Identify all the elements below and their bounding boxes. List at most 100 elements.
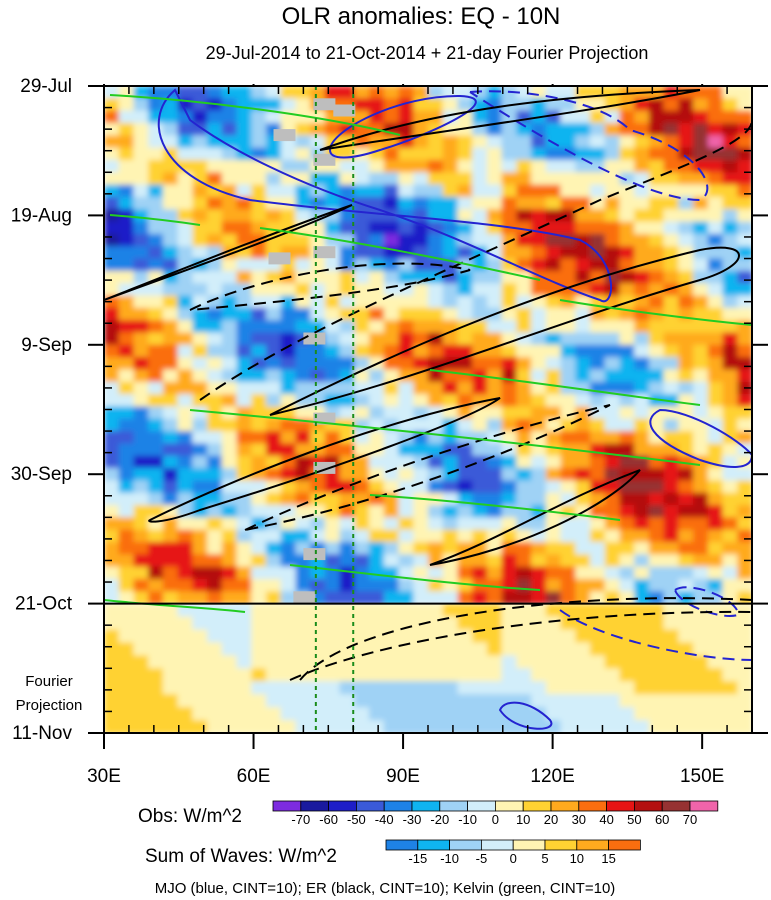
obs-cell <box>737 344 752 359</box>
obs-cell <box>722 418 739 432</box>
obs-cell <box>634 480 650 494</box>
projection-cell <box>560 642 577 657</box>
obs-cell <box>354 443 371 457</box>
obs-cell <box>236 159 253 174</box>
obs-cell <box>560 566 577 580</box>
obs-cell <box>133 196 150 211</box>
obs-cell <box>295 517 312 531</box>
obs-cell <box>148 172 164 186</box>
obs-cell <box>266 566 282 580</box>
obs-cell <box>324 357 341 371</box>
obs-cell <box>398 320 415 334</box>
obs-cell <box>339 480 356 494</box>
obs-cell <box>251 357 267 371</box>
obs-cell <box>192 455 209 469</box>
projection-cell <box>339 720 356 733</box>
projection-cell <box>383 694 400 709</box>
obs-cell <box>648 579 665 593</box>
obs-cell <box>413 381 429 396</box>
obs-cell <box>162 529 179 543</box>
obs-cell <box>516 554 533 568</box>
obs-cell <box>501 147 518 161</box>
obs-cell <box>501 529 518 543</box>
obs-cell <box>383 172 400 186</box>
obs-cell <box>339 159 356 174</box>
obs-cell <box>133 295 150 309</box>
obs-cell <box>575 332 591 346</box>
obs-cell <box>693 542 709 556</box>
obs-cell <box>207 566 223 580</box>
projection-cell <box>236 720 253 733</box>
colorbar-level-label: -15 <box>408 851 427 866</box>
obs-cell <box>442 529 459 543</box>
projection-cell <box>398 720 415 733</box>
obs-cell <box>737 98 752 112</box>
obs-cell <box>531 135 547 149</box>
obs-cell <box>693 369 709 383</box>
obs-cell <box>221 320 238 334</box>
obs-cell <box>251 492 267 506</box>
obs-cell <box>295 320 312 334</box>
projection-cell <box>619 668 636 683</box>
obs-cell <box>192 517 209 531</box>
obs-cell <box>266 233 282 248</box>
obs-cell <box>192 529 209 543</box>
projection-cell <box>236 642 253 657</box>
obs-cell <box>516 233 533 248</box>
obs-cell <box>192 566 209 580</box>
obs-cell <box>162 320 179 334</box>
obs-cell <box>251 418 267 432</box>
obs-cell <box>722 196 739 211</box>
obs-cell <box>545 172 562 186</box>
obs-cell <box>648 147 665 161</box>
obs-cell <box>369 184 385 198</box>
obs-cell <box>133 270 150 285</box>
obs-cell <box>619 505 636 519</box>
obs-cell <box>604 406 621 420</box>
obs-cell <box>295 431 312 445</box>
obs-cell <box>148 566 164 580</box>
projection-cell <box>575 720 591 733</box>
obs-cell <box>486 517 503 531</box>
obs-cell <box>295 505 312 519</box>
obs-cell <box>133 159 150 174</box>
obs-cell <box>442 344 459 359</box>
obs-cell <box>266 357 282 371</box>
obs-cell <box>339 591 356 605</box>
obs-cell <box>663 123 680 137</box>
obs-cell <box>457 455 474 469</box>
obs-cell <box>619 529 636 543</box>
obs-cell <box>663 184 680 198</box>
obs-cell <box>266 443 282 457</box>
obs-cell <box>486 86 503 100</box>
obs-cell <box>722 147 739 161</box>
projection-cell <box>221 655 238 670</box>
projection-cell <box>118 629 135 644</box>
colorbar-level-label: 30 <box>572 812 586 827</box>
projection-cell <box>221 642 238 657</box>
projection-cell <box>442 629 459 644</box>
projection-cell <box>545 603 562 618</box>
obs-cell <box>310 369 326 383</box>
obs-cell <box>486 221 503 235</box>
obs-cell <box>413 579 429 593</box>
projection-cell <box>428 694 444 709</box>
obs-cell <box>251 209 267 223</box>
obs-cell <box>148 529 164 543</box>
projection-cell <box>118 642 135 657</box>
obs-cell <box>486 357 503 371</box>
obs-cell <box>516 209 533 223</box>
projection-cell <box>442 603 459 618</box>
projection-cell <box>516 629 533 644</box>
obs-cell <box>693 357 709 371</box>
obs-cell <box>634 320 650 334</box>
obs-cell <box>266 431 282 445</box>
obs-cell <box>310 480 326 494</box>
obs-cell <box>619 381 636 396</box>
obs-cell <box>531 196 547 211</box>
obs-cell <box>575 184 591 198</box>
projection-cell <box>707 707 724 721</box>
projection-cell <box>678 694 695 709</box>
obs-cell <box>575 246 591 260</box>
projection-cell <box>560 668 577 683</box>
